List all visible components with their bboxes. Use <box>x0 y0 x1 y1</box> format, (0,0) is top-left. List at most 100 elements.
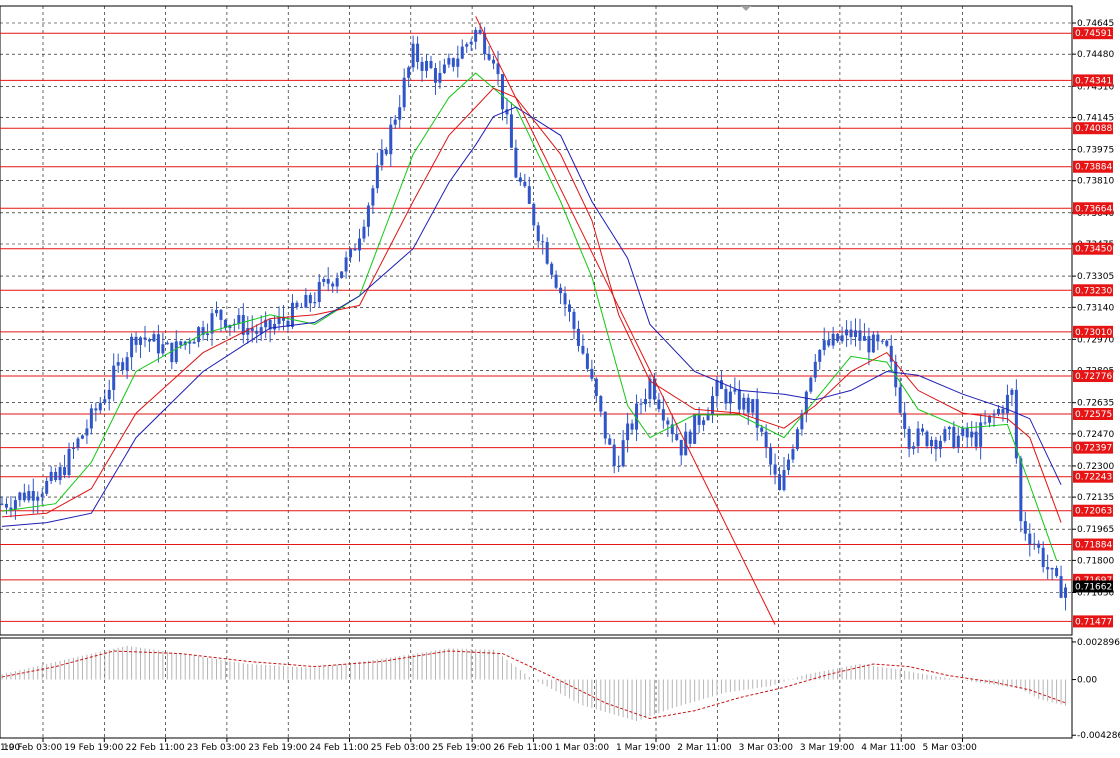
trendline[interactable] <box>475 16 776 625</box>
candle-body <box>782 470 786 491</box>
time-label-fragment: 1:00 <box>0 743 20 753</box>
candle-body <box>550 263 554 275</box>
candle-body <box>929 439 933 447</box>
price-tick-label: 0.71965 <box>1077 525 1114 535</box>
candle-body <box>326 279 330 284</box>
candle-body <box>711 396 715 414</box>
time-label: 23 Feb 19:00 <box>248 743 307 753</box>
candle-body <box>179 341 183 346</box>
candle-body <box>733 389 737 392</box>
candle-body <box>536 225 540 242</box>
candle-body <box>214 309 218 314</box>
horizontal-levels[interactable] <box>0 32 1072 622</box>
candle-body <box>876 334 880 342</box>
candle-body <box>442 64 446 73</box>
oscillator-vertical-grid <box>42 638 963 738</box>
price-level-label-bg <box>1073 325 1113 338</box>
candle-body <box>264 319 268 328</box>
price-level-label-bg <box>1073 122 1113 135</box>
candle-body <box>1059 576 1063 598</box>
candle-body <box>98 402 102 411</box>
candle-body <box>827 340 831 346</box>
candle-body <box>22 492 26 501</box>
candle-body <box>259 327 263 334</box>
price-level-label: 0.72397 <box>1075 444 1112 454</box>
price-level-label-bg <box>1073 408 1113 420</box>
candle-body <box>688 431 692 444</box>
candle-body <box>4 503 8 508</box>
candle-body <box>456 58 460 67</box>
price-level-label: 0.73230 <box>1075 286 1112 296</box>
candle-body <box>849 329 853 338</box>
candle-body <box>420 61 424 71</box>
candle-body <box>389 124 393 155</box>
candle-body <box>974 431 978 447</box>
price-level-label: 0.72243 <box>1075 473 1112 483</box>
time-label: 19 Feb 03:00 <box>3 743 62 753</box>
candle-body <box>483 33 487 55</box>
candle-body <box>308 294 312 304</box>
candle-body <box>241 315 245 335</box>
candle-body <box>1041 547 1045 568</box>
time-label: 4 Mar 11:00 <box>861 743 916 753</box>
candle-body <box>724 388 728 404</box>
price-tick-label: 0.72635 <box>1077 399 1114 409</box>
candle-body <box>27 491 31 501</box>
candle-body <box>670 424 674 435</box>
candle-body <box>474 29 478 42</box>
candle-body <box>344 257 348 272</box>
candle-body <box>862 336 866 341</box>
candle-body <box>1055 567 1059 577</box>
candle-body <box>165 342 169 345</box>
candle-body <box>845 329 849 336</box>
price-tick-label: 0.72135 <box>1077 493 1114 503</box>
candle-body <box>40 493 44 498</box>
candle-body <box>161 344 165 354</box>
price-tick-label: 0.73140 <box>1077 303 1114 313</box>
candle-body <box>871 334 875 353</box>
candle-body <box>523 181 527 187</box>
price-level-label: 0.71884 <box>1075 541 1112 551</box>
candle-body <box>340 271 344 278</box>
candle-body <box>1014 389 1018 459</box>
candle-body <box>858 330 862 341</box>
price-tick-label: 0.73975 <box>1077 146 1114 156</box>
candle-body <box>375 165 379 189</box>
candle-body <box>983 422 987 424</box>
ma_mid-line <box>1 87 1062 523</box>
candle-body <box>85 428 89 436</box>
time-axis[interactable]: 19 Feb 03:00 19 Feb 19:00 22 Feb 11:00 23 F… <box>0 738 977 753</box>
chart-shift-marker-icon[interactable] <box>741 6 751 11</box>
candle-body <box>1028 533 1032 545</box>
candle-body <box>416 43 420 62</box>
price-window-frame <box>0 5 1073 636</box>
price-window[interactable]: 0.74645 0.74480 0.74310 0.74145 0.73975 0.738… <box>0 5 1114 636</box>
candle-body <box>174 341 178 363</box>
candle-body <box>795 429 799 450</box>
candle-body <box>9 507 13 510</box>
candle-body <box>907 428 911 449</box>
oscillator-window[interactable]: 0.002896 0.00 -0.004286 <box>0 637 1120 741</box>
candle-body <box>465 44 469 47</box>
trendline-layer[interactable] <box>475 16 776 625</box>
price-level-label-bg <box>1073 370 1113 383</box>
candle-body <box>201 327 205 336</box>
candle-body <box>429 60 433 69</box>
candle-body <box>371 188 375 206</box>
candle-body <box>693 414 697 444</box>
current-price-marker: 0.71662 <box>1073 580 1113 593</box>
candle-body <box>286 320 290 327</box>
candle-body <box>635 403 639 430</box>
candle-body <box>170 342 174 363</box>
candle-body <box>532 203 536 226</box>
price-tick-label: 0.72970 <box>1077 335 1114 345</box>
candle-body <box>818 350 822 362</box>
time-label: 25 Feb 19:00 <box>432 743 491 753</box>
candle-body <box>331 283 335 287</box>
candle-body <box>755 399 759 428</box>
price-level-label-bg <box>1073 74 1113 87</box>
time-label: 2 Mar 11:00 <box>677 743 732 753</box>
candle-body <box>268 319 272 330</box>
price-level-label-bg <box>1073 27 1113 40</box>
